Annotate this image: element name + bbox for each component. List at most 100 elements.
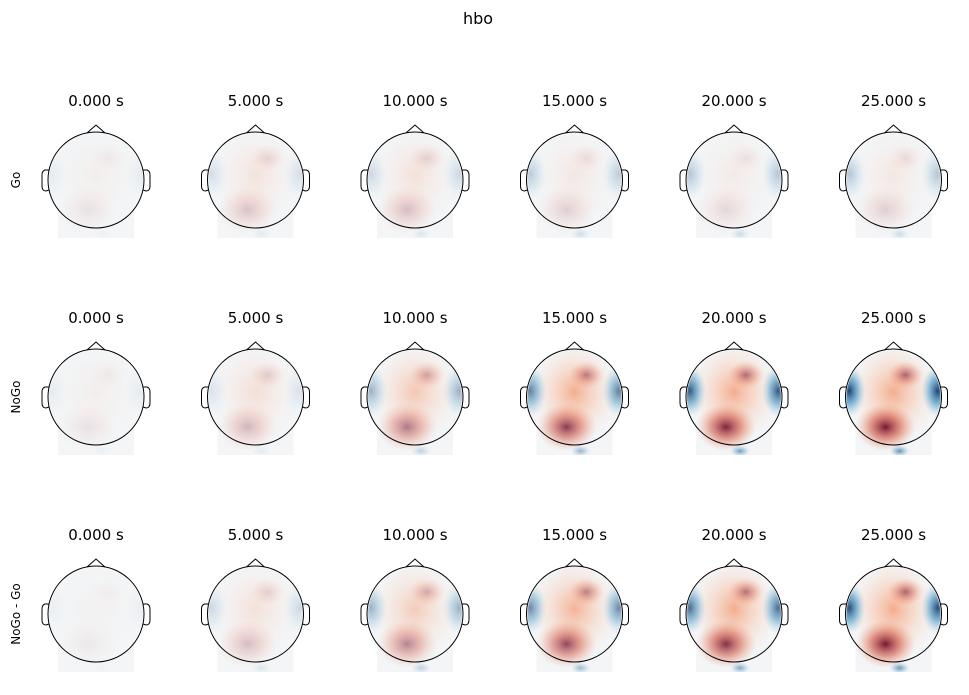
positive-region: [409, 361, 445, 389]
nose-outline: [405, 558, 425, 568]
row-label: NoGo - Go: [9, 583, 23, 645]
negative-region: [36, 582, 68, 634]
panel-time-title: 15.000 s: [542, 309, 607, 327]
figure-title: hbo: [463, 9, 493, 28]
positive-region: [58, 186, 118, 234]
positive-region: [536, 186, 597, 234]
topomap-image: [49, 133, 143, 240]
nose-outline: [86, 124, 106, 134]
head-outline: [366, 348, 464, 446]
head-outline: [845, 348, 942, 446]
negative-region: [411, 445, 431, 455]
right-ear-outline: [302, 169, 310, 192]
head-outline: [685, 565, 783, 663]
negative-region: [49, 148, 68, 200]
left-ear-outline: [360, 603, 369, 626]
head-outline: [47, 131, 145, 229]
topomap-panel: 25.000 s: [839, 92, 948, 238]
positive-region: [90, 578, 126, 606]
right-ear-outline: [461, 169, 470, 192]
positive-region: [377, 403, 437, 451]
left-ear-outline: [839, 169, 847, 192]
left-ear-outline: [839, 386, 847, 409]
nose-outline: [405, 341, 425, 351]
negative-region: [251, 662, 272, 672]
topomap-panel: 0.000 s: [41, 92, 151, 240]
positive-region: [696, 403, 756, 451]
negative-region: [283, 148, 303, 200]
negative-region: [124, 365, 143, 417]
left-ear-outline: [41, 169, 50, 192]
topomap-panel: 0.000 s: [41, 309, 151, 457]
negative-region: [283, 365, 303, 417]
right-ear-outline: [142, 603, 151, 626]
topomap-panel: 5.000 s: [201, 92, 310, 238]
negative-region: [846, 148, 866, 200]
negative-region: [283, 582, 303, 634]
head-outline: [526, 565, 623, 663]
left-ear-outline: [360, 386, 369, 409]
positive-region: [887, 361, 924, 389]
head-outline: [207, 565, 304, 663]
right-ear-outline: [621, 603, 629, 626]
right-ear-outline: [940, 603, 948, 626]
panel-time-title: 5.000 s: [228, 309, 284, 327]
topomap-panel: 20.000 s: [679, 309, 789, 455]
negative-region: [527, 148, 547, 200]
topomap-panel: 0.000 s: [36, 526, 156, 674]
topomap-image: [687, 350, 781, 455]
nose-outline: [86, 341, 106, 351]
negative-region: [251, 445, 272, 455]
panel-time-title: 20.000 s: [701, 309, 766, 327]
topomap-image: [527, 350, 622, 455]
right-ear-outline: [621, 386, 629, 409]
negative-region: [443, 365, 462, 417]
panel-time-title: 25.000 s: [861, 309, 926, 327]
topomap-panel: 25.000 s: [839, 526, 948, 672]
negative-region: [570, 445, 591, 455]
negative-region: [92, 445, 112, 457]
positive-region: [249, 144, 286, 172]
topomap-image: [527, 567, 622, 672]
nose-outline: [884, 124, 903, 134]
positive-region: [728, 578, 764, 606]
head-outline: [685, 348, 783, 446]
topomap-panel: 15.000 s: [520, 92, 629, 238]
positive-region: [217, 620, 278, 668]
negative-region: [921, 148, 941, 200]
right-ear-outline: [461, 603, 470, 626]
negative-region: [368, 148, 387, 200]
negative-region: [846, 365, 866, 417]
positive-region: [887, 144, 924, 172]
negative-region: [124, 582, 156, 634]
left-ear-outline: [201, 386, 209, 409]
negative-region: [527, 582, 547, 634]
head-outline: [845, 131, 942, 229]
topomap-panel: 5.000 s: [201, 526, 310, 672]
panel-time-title: 15.000 s: [542, 526, 607, 544]
panel-time-title: 20.000 s: [701, 92, 766, 110]
negative-region: [92, 662, 112, 674]
negative-region: [124, 148, 143, 200]
negative-region: [570, 228, 591, 238]
topomap-image: [368, 133, 462, 238]
row-label: Go: [9, 172, 23, 189]
nose-outline: [724, 558, 744, 568]
positive-region: [696, 620, 756, 668]
topomap-image: [36, 567, 156, 674]
head-outline: [207, 131, 304, 229]
nose-outline: [565, 558, 584, 568]
panel-time-title: 5.000 s: [228, 92, 284, 110]
negative-region: [687, 365, 706, 417]
positive-region: [536, 620, 597, 668]
panel-time-title: 10.000 s: [382, 309, 447, 327]
topomap-image: [687, 567, 781, 672]
right-ear-outline: [142, 169, 151, 192]
positive-region: [728, 361, 764, 389]
negative-region: [92, 228, 112, 240]
left-ear-outline: [360, 169, 369, 192]
negative-region: [730, 662, 750, 672]
negative-region: [687, 148, 706, 200]
head-outline: [47, 565, 145, 663]
left-ear-outline: [520, 386, 528, 409]
